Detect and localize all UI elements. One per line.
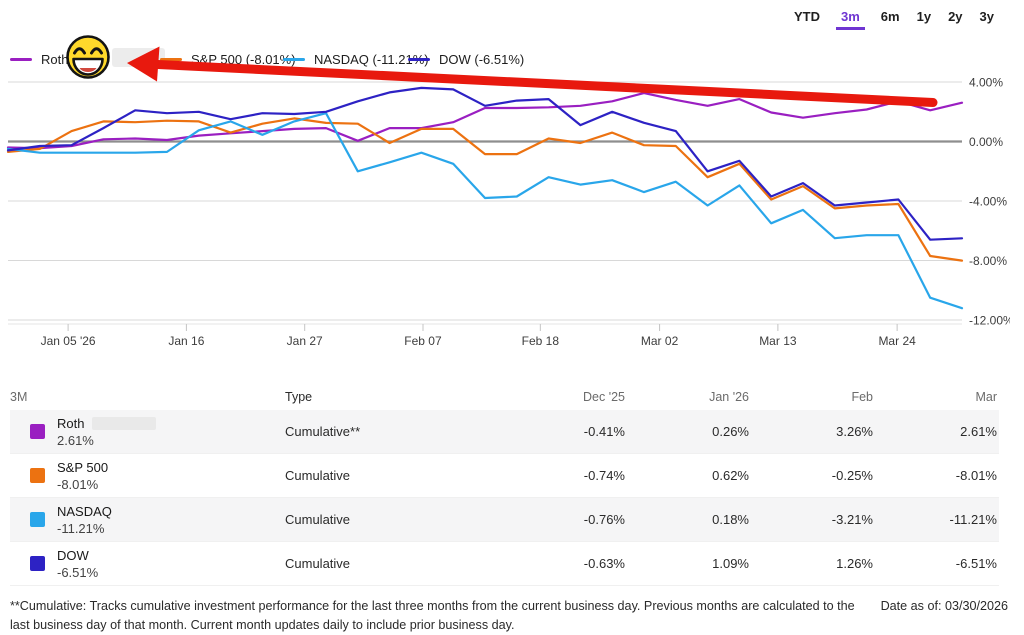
redacted-text	[92, 416, 157, 430]
row-value: -0.63%	[583, 556, 625, 571]
table-header-row: 3M Type Dec '25 Jan '26 Feb Mar	[10, 384, 999, 410]
performance-table: 3M Type Dec '25 Jan '26 Feb Mar Roth 2.61…	[10, 384, 999, 586]
row-value: 0.18%	[712, 512, 749, 527]
row-value: -8.01%	[955, 468, 997, 483]
x-axis-label: Feb 18	[522, 334, 560, 348]
row-value: 1.26%	[836, 556, 873, 571]
table-header-type: Type	[285, 390, 313, 404]
table-body: Roth 2.61% Cumulative** -0.41% 0.26% 3.26% 2.6…	[10, 410, 999, 586]
row-type: Cumulative	[285, 468, 351, 483]
y-axis-label: 4.00%	[969, 76, 1003, 90]
smiley-emoji-icon	[64, 33, 112, 81]
x-axis-label: Mar 13	[759, 334, 797, 348]
table-header-mar: Mar	[975, 390, 997, 404]
tab-2y[interactable]: 2y	[947, 8, 963, 29]
table-row-s-p-500: S&P 500 -8.01% Cumulative -0.74% 0.62% -0.25%…	[10, 454, 999, 498]
legend-item-label: DOW (-6.51%)	[439, 52, 525, 67]
row-type: Cumulative	[285, 512, 351, 527]
table-header-jan: Jan '26	[709, 390, 749, 404]
legend-line-icon	[10, 58, 32, 61]
legend-line-icon	[283, 58, 305, 61]
series-return: -8.01%	[57, 476, 99, 492]
redacted-text	[112, 48, 165, 67]
footer: **Cumulative: Tracks cumulative investme…	[10, 597, 1008, 635]
table-row-dow: DOW -6.51% Cumulative -0.63% 1.09% 1.26% -6.51…	[10, 542, 999, 586]
row-value: -0.25%	[831, 468, 873, 483]
x-axis-label: Jan 16	[168, 334, 204, 348]
series-color-swatch	[30, 424, 45, 439]
series-return: -6.51%	[57, 564, 99, 580]
legend-item-roth[interactable]: Roth	[10, 52, 68, 67]
series-return: -11.21%	[57, 520, 105, 536]
performance-chart[interactable]: 4.00% 0.00% -4.00% -8.00% -12.00% Jan 05 '26 J…	[0, 36, 1010, 354]
series-name: S&P 500	[57, 459, 109, 475]
legend-line-icon	[408, 58, 430, 61]
tab-6m[interactable]: 6m	[880, 8, 901, 29]
series-line-dow	[6, 86, 964, 241]
legend-line-icon	[160, 58, 182, 61]
y-axis-label: -4.00%	[969, 195, 1007, 209]
tab-3y[interactable]: 3y	[979, 8, 995, 29]
row-value: -6.51%	[955, 556, 997, 571]
legend-item-label: S&P 500 (-8.01%)	[191, 52, 296, 67]
series-color-swatch	[30, 556, 45, 571]
row-value: 3.26%	[836, 424, 873, 439]
row-type: Cumulative**	[285, 424, 361, 439]
row-value: -0.76%	[583, 512, 625, 527]
series-name: NASDAQ	[57, 503, 112, 519]
x-axis-label: Jan 27	[287, 334, 323, 348]
row-value: 2.61%	[960, 424, 997, 439]
table-header-dec: Dec '25	[583, 390, 625, 404]
cumulative-disclaimer: **Cumulative: Tracks cumulative investme…	[10, 599, 855, 632]
y-axis-label: -12.00%	[969, 314, 1010, 328]
legend-item-label: Roth	[41, 52, 69, 67]
series-line-s-p-500	[6, 117, 964, 262]
y-axis-label: 0.00%	[969, 135, 1003, 149]
series-return: 2.61%	[57, 432, 94, 448]
row-value: -0.74%	[583, 468, 625, 483]
row-value: 0.62%	[712, 468, 749, 483]
row-value: -0.41%	[583, 424, 625, 439]
date-as-of: Date as of: 03/30/2026	[880, 599, 1008, 613]
series-name: Roth	[57, 415, 85, 431]
tab-1y[interactable]: 1y	[916, 8, 932, 29]
x-axis-label: Mar 24	[878, 334, 916, 348]
range-tabs: YTD 3m 6m 1y 2y 3y	[793, 8, 995, 30]
series-name: DOW	[57, 547, 89, 563]
y-axis-label: -8.00%	[969, 254, 1007, 268]
table-header-feb: Feb	[851, 390, 873, 404]
table-header-period: 3M	[10, 390, 28, 404]
table-row-roth: Roth 2.61% Cumulative** -0.41% 0.26% 3.26% 2.6…	[10, 410, 999, 454]
row-value: 0.26%	[712, 424, 749, 439]
row-value: -3.21%	[831, 512, 873, 527]
series-line-roth	[6, 91, 964, 150]
series-color-swatch	[30, 468, 45, 483]
legend-item-dow[interactable]: DOW (-6.51%)	[408, 52, 524, 67]
x-axis-label: Feb 07	[404, 334, 442, 348]
series-color-swatch	[30, 512, 45, 527]
series-line-nasdaq	[6, 112, 964, 310]
row-value: -11.21%	[949, 512, 997, 527]
row-type: Cumulative	[285, 556, 351, 571]
tab-ytd[interactable]: YTD	[793, 8, 821, 29]
x-axis-label: Mar 02	[641, 334, 679, 348]
x-axis-label: Jan 05 '26	[41, 334, 96, 348]
legend-item-s-p[interactable]: S&P 500 (-8.01%)	[160, 52, 296, 67]
legend-item-nasdaq[interactable]: NASDAQ (-11.21%)	[283, 52, 429, 67]
tab-3m[interactable]: 3m	[836, 8, 865, 30]
row-value: 1.09%	[712, 556, 749, 571]
table-row-nasdaq: NASDAQ -11.21% Cumulative -0.76% 0.18% -3.21%…	[10, 498, 999, 542]
